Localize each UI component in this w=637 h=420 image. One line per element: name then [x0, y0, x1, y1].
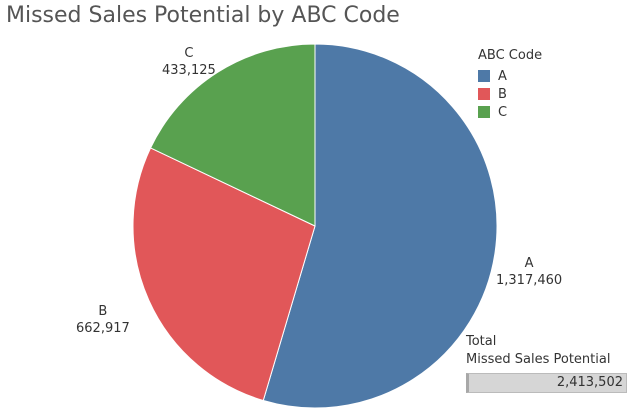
legend-label-b: B	[498, 86, 507, 102]
pie-slice-c[interactable]	[149, 43, 316, 227]
legend-item-a[interactable]: A	[478, 67, 542, 85]
legend-label-a: A	[498, 68, 507, 84]
slice-label-b-value: 662,917	[76, 321, 130, 336]
chart-title: Missed Sales Potential by ABC Code	[6, 3, 400, 28]
legend-title: ABC Code	[478, 48, 543, 63]
total-measure-label: Missed Sales Potential	[466, 352, 611, 367]
legend-item-c[interactable]: C	[478, 103, 542, 121]
pie-slice-a[interactable]	[262, 43, 498, 409]
slice-label-b: B 662,917	[76, 303, 130, 337]
slice-label-c-category: C	[184, 46, 194, 61]
legend-label-c: C	[498, 104, 508, 120]
legend-item-b[interactable]: B	[478, 85, 542, 103]
slice-label-a: A 1,317,460	[496, 255, 562, 289]
slice-label-a-category: A	[524, 256, 534, 271]
total-summary: Total Missed Sales Potential 2,413,502	[466, 333, 627, 393]
legend-swatch-b	[478, 88, 490, 100]
legend: ABC Code A B C	[478, 48, 542, 121]
slice-label-a-value: 1,317,460	[496, 273, 563, 288]
slice-label-c-value: 433,125	[162, 63, 216, 78]
legend-swatch-c	[478, 106, 490, 118]
total-value-bar: 2,413,502	[466, 373, 627, 393]
total-label: Total	[466, 334, 497, 349]
slice-label-c: C 433,125	[162, 45, 216, 79]
slice-label-b-category: B	[98, 304, 108, 319]
legend-swatch-a	[478, 70, 490, 82]
pie-slice-b[interactable]	[132, 147, 316, 402]
